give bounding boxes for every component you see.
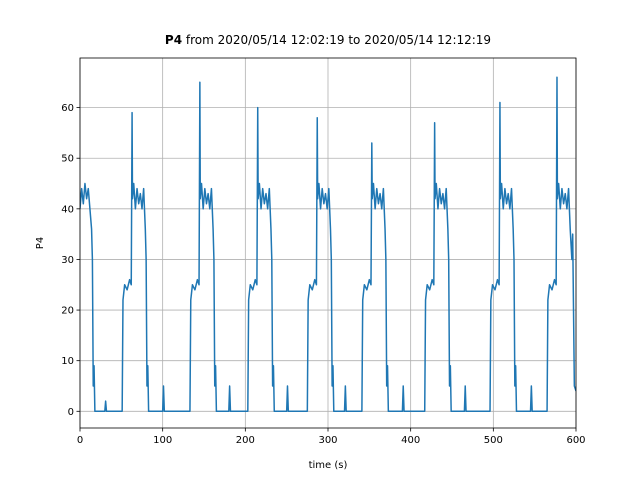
data-line: [80, 76, 576, 413]
x-tick-label: 400: [401, 435, 420, 446]
x-tick-label: 200: [236, 435, 255, 446]
x-tick-label: 500: [484, 435, 503, 446]
y-tick-label: 0: [68, 407, 74, 418]
x-tick-label: 600: [566, 435, 585, 446]
y-tick-label: 20: [61, 306, 74, 317]
x-axis-label: time (s): [309, 460, 348, 471]
y-tick-label: 60: [61, 103, 74, 114]
x-tick-label: 100: [153, 435, 172, 446]
y-tick-label: 50: [61, 154, 74, 165]
x-tick-label: 0: [77, 435, 83, 446]
title-variable: P4: [165, 33, 182, 47]
x-tick-label: 300: [318, 435, 337, 446]
chart-title: P4 from 2020/05/14 12:02:19 to 2020/05/1…: [165, 33, 491, 47]
y-axis-label: P4: [35, 237, 46, 249]
y-tick-label: 30: [61, 255, 74, 266]
title-range: from 2020/05/14 12:02:19 to 2020/05/14 1…: [186, 33, 491, 47]
y-tick-label: 40: [61, 204, 74, 215]
y-tick-label: 10: [61, 356, 74, 367]
